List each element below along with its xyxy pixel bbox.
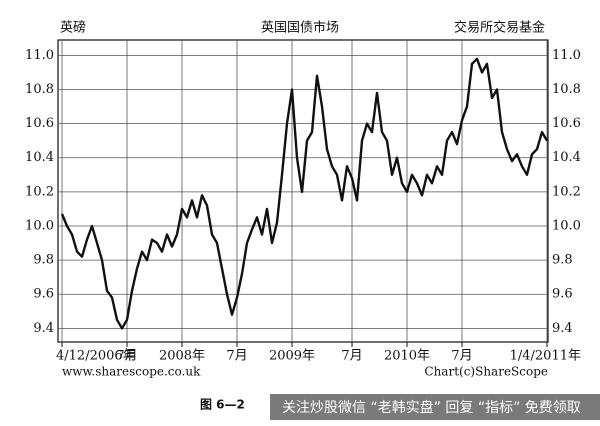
y2-tick-label: 10.2 (552, 184, 581, 199)
y-tick-label: 10.4 (25, 150, 54, 165)
right-header: 交易所交易基金 (454, 20, 545, 36)
y2-tick-label: 10.0 (552, 218, 581, 233)
y-tick-label: 10.8 (25, 82, 54, 97)
price-line (60, 57, 549, 330)
y2-tick-label: 10.8 (552, 82, 581, 97)
y-tick-label: 10.2 (25, 184, 54, 199)
x-tick-label: 1/4/2011年 (510, 349, 581, 364)
y2-tick-label: 9.4 (552, 321, 573, 336)
x-tick-label: 7月 (226, 349, 247, 364)
y2-tick-label: 10.4 (552, 150, 581, 165)
x-tick-label: 4/12/2006年 (56, 349, 136, 364)
left-header: 英磅 (60, 20, 86, 36)
x-tick-label: 2009年 (269, 349, 315, 364)
y-tick-label: 9.6 (33, 287, 54, 302)
y2-tick-label: 11.0 (552, 48, 581, 63)
watermark: 关注炒股微信 “老韩实盘” 回复 “指标” 免费领取 (282, 399, 581, 416)
watermark-bar (270, 394, 600, 420)
x-tick-label: 2010年 (384, 349, 430, 364)
y-tick-label: 9.4 (33, 321, 54, 336)
y2-tick-label: 10.6 (552, 116, 581, 131)
y-tick-label: 9.8 (33, 253, 54, 268)
caption: 图 6—2 (200, 398, 245, 412)
plot-frame (57, 39, 549, 343)
y2-tick-label: 9.8 (552, 253, 573, 268)
x-tick-label: 7月 (451, 349, 472, 364)
source-left: www.sharescope.co.uk (62, 365, 201, 379)
source-right: Chart(c)ShareScope (424, 365, 548, 379)
y-tick-label: 10.6 (25, 116, 54, 131)
x-tick-label: 7月 (341, 349, 362, 364)
y-tick-label: 11.0 (25, 48, 54, 63)
x-tick-label: 7月 (116, 349, 137, 364)
y2-tick-label: 9.6 (552, 287, 573, 302)
y-tick-label: 10.0 (25, 218, 54, 233)
chart-title: 英国国债市场 (261, 20, 339, 36)
x-tick-label: 2008年 (159, 349, 205, 364)
